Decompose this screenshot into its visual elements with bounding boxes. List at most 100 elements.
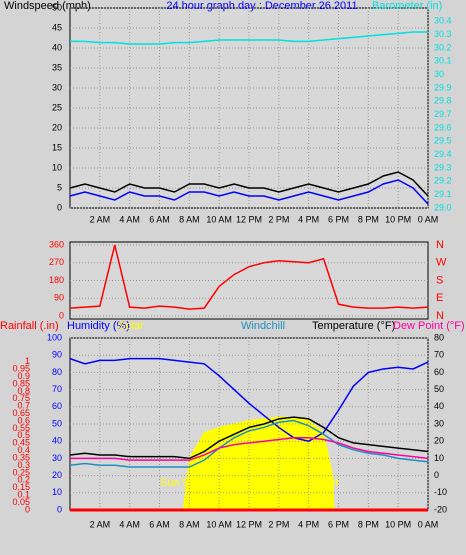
- x-tick-label: 12 PM: [236, 519, 262, 529]
- y3-tick-label: 0.2: [17, 475, 30, 485]
- y-tick-label: 40: [52, 42, 62, 52]
- y3-tick-label: 0.8: [17, 386, 30, 396]
- y2-tick-label: 29.2: [434, 176, 452, 186]
- legend-label: Humidity (%): [67, 320, 130, 332]
- series-line: [70, 437, 429, 461]
- y2-tick-label: 30.1: [434, 56, 452, 66]
- x-tick-label: 8 PM: [358, 519, 379, 529]
- y3-tick-label: 1: [25, 356, 30, 366]
- y2-tick-label: 10: [434, 453, 444, 463]
- y2-tick-label: 29.3: [434, 162, 452, 172]
- y2-tick-label: N: [436, 239, 444, 251]
- y3-tick-label: 0.7: [17, 401, 30, 411]
- x-tick-label: 12 PM: [236, 214, 262, 224]
- series-line: [69, 416, 429, 460]
- x-tick-label: 6 AM: [149, 214, 170, 224]
- y2-tick-label: 20: [434, 436, 444, 446]
- y-tick-label: 5: [57, 182, 62, 192]
- y-tick-label: 100: [47, 332, 62, 342]
- series-line: [69, 357, 429, 442]
- x-tick-label: 4 AM: [119, 214, 140, 224]
- y3-tick-label: 0.4: [17, 445, 30, 455]
- y-tick-label: 35: [52, 62, 62, 72]
- y3-tick-label: 0.5: [17, 430, 30, 440]
- x-tick-label: 4 PM: [298, 519, 319, 529]
- y2-tick-label: 29.5: [434, 136, 452, 146]
- x-tick-label: 0 AM: [418, 214, 439, 224]
- x-tick-label: 6 PM: [328, 214, 349, 224]
- y2-tick-label: -10: [434, 487, 447, 497]
- y3-tick-label: 0.3: [17, 460, 30, 470]
- y2-tick-label: 29.8: [434, 96, 452, 106]
- y-tick-label: 180: [49, 275, 64, 285]
- y-tick-label: 90: [54, 293, 64, 303]
- y-tick-label: 20: [52, 122, 62, 132]
- annotation: Set: [322, 477, 339, 489]
- series-line: [69, 419, 429, 468]
- y2-tick-label: 29.4: [434, 149, 452, 159]
- y-tick-label: 0: [57, 202, 62, 212]
- y2-tick-label: 70: [434, 350, 444, 360]
- x-tick-label: 2 PM: [268, 519, 289, 529]
- y-tick-label: 40: [52, 436, 62, 446]
- chart-title: 24 hour graph day : December 26 2011: [166, 0, 357, 12]
- y2-tick-label: W: [436, 257, 447, 269]
- y2-tick-label: 80: [434, 332, 444, 342]
- x-tick-label: 0 AM: [418, 519, 439, 529]
- y-tick-label: 20: [52, 470, 62, 480]
- y-tick-label: 45: [52, 22, 62, 32]
- series-line: [69, 171, 429, 197]
- y-tick-label: 70: [52, 384, 62, 394]
- legend-label: Dew Point (°F): [393, 320, 465, 332]
- y3-tick-label: 0.65: [12, 408, 30, 418]
- y3-tick-label: 0.95: [12, 364, 30, 374]
- x-tick-label: 8 AM: [179, 214, 200, 224]
- y-tick-label: 10: [52, 487, 62, 497]
- x-tick-label: 4 PM: [298, 214, 319, 224]
- y3-tick-label: 0.05: [12, 497, 30, 507]
- series-line: [69, 244, 429, 310]
- annotation: Sun Rise: [160, 477, 205, 489]
- y3-tick-label: 0.75: [12, 393, 30, 403]
- y3-tick-label: 0.55: [12, 423, 30, 433]
- y-tick-label: 360: [49, 239, 64, 249]
- legend-label: Solar: [118, 320, 144, 332]
- y-tick-label: 30: [52, 82, 62, 92]
- x-tick-label: 6 PM: [328, 519, 349, 529]
- series-line: [69, 179, 429, 205]
- y-axis-title: Windspeed (mph): [4, 0, 91, 12]
- x-tick-label: 10 PM: [385, 519, 411, 529]
- legend-label: Windchill: [241, 320, 285, 332]
- y-tick-label: 60: [52, 401, 62, 411]
- y2-tick-label: 0: [434, 470, 439, 480]
- y2-tick-label: 29.6: [434, 122, 452, 132]
- y2-tick-label: 29.9: [434, 82, 452, 92]
- x-tick-label: 2 AM: [90, 519, 111, 529]
- legend-label: Temperature (°F): [312, 320, 395, 332]
- y-tick-label: 90: [52, 350, 62, 360]
- y2-tick-label: E: [436, 292, 443, 304]
- y-tick-label: 50: [52, 418, 62, 428]
- x-tick-label: 10 PM: [385, 214, 411, 224]
- y2-tick-label: S: [436, 274, 443, 286]
- y-tick-label: 15: [52, 142, 62, 152]
- y3-tick-label: 0.45: [12, 438, 30, 448]
- y2-tick-label: N: [436, 310, 444, 322]
- x-tick-label: 4 AM: [119, 519, 140, 529]
- y2-tick-label: 60: [434, 367, 444, 377]
- x-tick-label: 6 AM: [149, 519, 170, 529]
- y2-tick-label: 30.3: [434, 29, 452, 39]
- y3-tick-label: 0: [25, 504, 30, 514]
- y2-tick-label: 40: [434, 401, 444, 411]
- y3-tick-label: 0.15: [12, 482, 30, 492]
- y2-tick-label: 30.2: [434, 42, 452, 52]
- x-tick-label: 2 AM: [90, 214, 111, 224]
- y-tick-label: 80: [52, 367, 62, 377]
- y-tick-label: 0: [57, 504, 62, 514]
- y3-tick-label: 0.6: [17, 415, 30, 425]
- x-tick-label: 8 AM: [179, 519, 200, 529]
- y3-tick-label: 0.1: [17, 490, 30, 500]
- y3-tick-label: 0.85: [12, 378, 30, 388]
